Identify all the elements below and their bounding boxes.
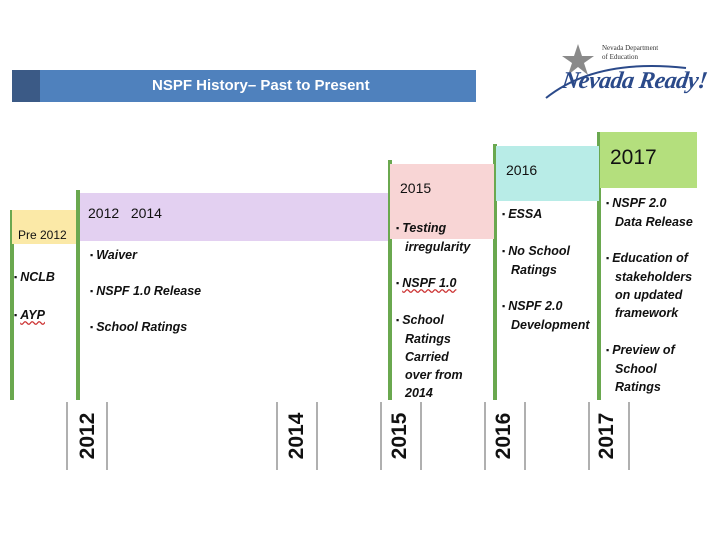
year-label-2015: 2015 xyxy=(388,412,411,460)
column-header-pre2012: Pre 2012 xyxy=(12,210,76,244)
column-header-2016: 2016 xyxy=(496,146,599,201)
title-accent-block xyxy=(12,70,40,102)
list-item: ▪ NSPF 1.0 Release xyxy=(90,284,202,298)
column-line-2017 xyxy=(597,132,601,400)
star-icon xyxy=(562,44,594,75)
list-item: ▪ Preview of School Ratings xyxy=(606,343,675,394)
year-divider xyxy=(628,402,630,470)
logo-wordmark: Nevada Ready! xyxy=(560,68,709,94)
year-label-2016: 2016 xyxy=(492,412,515,460)
year-divider xyxy=(276,402,278,470)
list-item: ▪ NCLB xyxy=(14,270,55,284)
year-label-2017: 2017 xyxy=(595,412,618,460)
year-divider xyxy=(588,402,590,470)
page-title: NSPF History– Past to Present xyxy=(40,70,476,102)
column-line-2012 xyxy=(76,190,80,400)
list-item: ▪ Testing irregularity xyxy=(396,221,471,254)
column-line-2016 xyxy=(493,144,497,400)
list-item: ▪ Education of stakeholders on updated fr… xyxy=(606,251,693,320)
year-divider xyxy=(484,402,486,470)
list-item: ▪ NSPF 2.0 Development xyxy=(502,299,590,332)
nevada-ready-logo xyxy=(545,44,687,99)
year-label-2014: 2014 xyxy=(285,412,308,460)
list-item: ▪ Waiver xyxy=(90,248,137,262)
year-divider xyxy=(420,402,422,470)
column-header-2017: 2017 xyxy=(600,132,697,188)
logo-department-text: Nevada Department of Education xyxy=(602,44,659,61)
list-item: ▪ AYP xyxy=(14,308,45,322)
year-divider xyxy=(106,402,108,470)
column-line-pre2012 xyxy=(10,210,14,400)
column-header-2012-2014: 2012 2014 xyxy=(80,193,388,241)
column-line-2015 xyxy=(388,160,392,400)
list-item: ▪ NSPF 2.0 Data Release xyxy=(606,196,693,229)
year-divider xyxy=(316,402,318,470)
list-item: ▪ No School Ratings xyxy=(502,244,571,277)
list-item: ▪ School Ratings xyxy=(90,320,188,334)
list-item: ▪ School Ratings Carried over from 2014 xyxy=(396,313,463,400)
list-item: ▪ NSPF 1.0 xyxy=(396,276,457,290)
list-item: ▪ ESSA xyxy=(502,207,543,221)
year-divider xyxy=(524,402,526,470)
year-divider xyxy=(66,402,68,470)
column-header-2015: 2015 xyxy=(390,164,494,239)
year-divider xyxy=(380,402,382,470)
year-label-2012: 2012 xyxy=(76,412,99,460)
